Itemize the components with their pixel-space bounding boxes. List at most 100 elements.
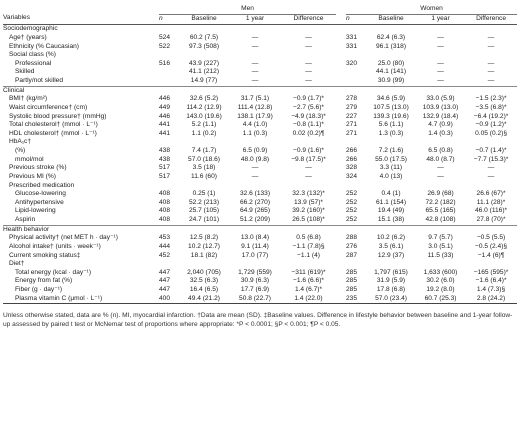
men-baseline-cell: 2,040 (705) [187,268,221,276]
women-difference-cell: −1.6 (6.4)* [475,277,507,285]
men-baseline-cell: 18.1 (82) [190,251,218,259]
column-gap [336,286,346,295]
women-n-cell [346,68,366,77]
women-n-cell: 252 [346,190,358,198]
women-1year-cell: — [437,33,444,41]
men-1year-cell: 31.7 (5.1) [240,95,270,103]
women-1year-cell: 30.2 (6.0) [426,277,455,285]
men-n-cell: 446 [159,95,171,103]
men-n-cell: 517 [159,172,171,180]
men-1year-cell: 111.4 (12.8) [237,103,273,111]
men-n-cell: 522 [159,42,171,50]
women-baseline-cell: 107.5 (13.0) [373,103,409,111]
men-1year-header: 1 year [229,14,281,26]
men-difference-cell: — [305,172,312,180]
men-1year-cell: — [251,68,259,76]
women-difference-cell: −165 (595)* [473,268,509,276]
women-1year-cell: — [437,42,444,50]
table-row: Previous stroke (%) 517 3.5 (18) — — 328 3.3 (… [3,164,517,173]
women-difference-cell: — [487,33,495,41]
men-difference-cell: 0.5 (6.8) [296,234,321,242]
women-1year-cell: 48.0 (8.7) [426,155,455,163]
women-n-header: n [346,14,367,26]
women-baseline-cell: 3.5 (6.1) [378,242,404,250]
women-1year-cell: — [437,59,444,67]
men-1year-cell: 30.9 (6.3) [240,277,270,285]
row-label: (%) [15,147,26,154]
women-baseline-cell: 55.0 (17.5) [375,155,407,163]
men-baseline-cell: 12.5 (8.2) [189,234,219,242]
women-baseline-cell: 19.4 (49) [377,207,405,215]
women-difference-cell: −0.9 (1.2)* [475,121,507,129]
data-table: Men Women Variables n Baseline 1 year Di… [3,0,518,305]
women-1year-cell [416,182,465,191]
men-1year-cell [229,51,281,60]
women-baseline-cell: 62.4 (6.3) [376,33,406,41]
column-gap [336,243,346,252]
table-row: Fiber (g · day⁻¹) 447 16.4 (6.5) 17.7 (6.9)… [3,286,517,295]
women-n-cell: 252 [346,198,358,206]
men-n-cell: 517 [159,164,171,172]
men-1year-cell: — [251,59,259,67]
women-baseline-cell [366,182,416,191]
men-baseline-cell: 0.25 (1) [192,190,216,198]
men-1year-cell [229,260,281,269]
women-difference-cell: 1.4 (7.3)§ [476,286,506,293]
men-difference-cell: 26.5 (108)* [292,216,325,223]
women-1year-cell [416,138,465,147]
column-gap [336,34,346,43]
column-gap [336,130,346,139]
women-1year-cell: 33.0 (5.9) [426,95,455,103]
table-row: Waist circumference† (cm) 449 114.2 (12.9)… [3,104,517,113]
men-difference-cell: — [305,77,312,84]
women-1year-cell: — [437,164,444,172]
men-difference-cell [281,51,336,60]
women-baseline-cell: 0.4 (1) [381,190,401,198]
men-n-cell: 438 [159,147,171,154]
row-label: Fiber (g · day⁻¹) [15,286,63,293]
men-1year-cell: 6.5 (0.9) [242,147,268,154]
women-n-cell: 285 [346,286,358,293]
men-n-cell: 516 [159,59,171,67]
men-difference-cell: 0.02 (0.2)¶ [292,129,325,137]
row-label: Total energy (kcal · day⁻¹) [15,268,92,276]
women-difference-cell: −3.5 (6.8)* [475,103,507,111]
women-1year-cell: 65.5 (165) [425,207,456,215]
men-baseline-cell [179,138,229,147]
row-label: Previous MI (%) [9,172,56,180]
row-label: Social class (%) [9,51,56,59]
table-row: Prescribed medication [3,182,517,191]
row-label: mmol/mol [15,155,44,163]
women-difference-cell: −1.4 (6)¶ [477,251,505,259]
men-1year-cell: 51.2 (209) [239,216,271,223]
women-n-cell [346,51,366,60]
table-row: Diet† [3,260,517,269]
column-gap [336,173,346,182]
group-header-row: Men Women [3,0,518,15]
men-difference-cell: −0.8 (1.1)* [293,121,324,129]
men-baseline-cell: 32.5 (6.3) [189,277,219,285]
women-baseline-cell: 5.6 (1.1) [378,121,404,129]
table-row: Ethnicity (% Caucasian) 522 97.3 (508) — — 33… [3,43,517,52]
men-baseline-cell: 14.9 (77) [190,77,218,84]
men-difference-cell: 1.4 (6.7)* [294,286,323,293]
women-1year-cell: 42.8 (108) [425,216,456,223]
column-gap [336,182,346,191]
men-n-cell: 438 [159,155,171,163]
women-1year-cell [416,51,465,60]
men-n-cell: 408 [159,207,171,215]
men-difference-cell: −1.1 (7.8)§ [292,242,325,250]
men-baseline-cell: 1.1 (0.2) [191,129,217,137]
women-baseline-cell: 96.1 (318) [375,42,407,50]
men-baseline-cell: 114.2 (12.9) [186,103,222,111]
men-baseline-cell [179,182,229,191]
table-row: Total cholesterol† (mmol · L⁻¹) 441 5.2 (1… [3,121,517,130]
men-baseline-cell [179,51,229,60]
men-baseline-cell [179,260,229,269]
men-baseline-cell: 49.4 (21.2) [179,294,229,305]
column-gap [336,190,346,199]
women-1year-cell: — [437,77,444,84]
men-baseline-cell: 10.2 (12.7) [188,242,220,250]
row-label: Plasma vitamin C (μmol · L⁻¹) [3,294,159,305]
men-difference-cell: 13.9 (57)* [294,198,323,206]
